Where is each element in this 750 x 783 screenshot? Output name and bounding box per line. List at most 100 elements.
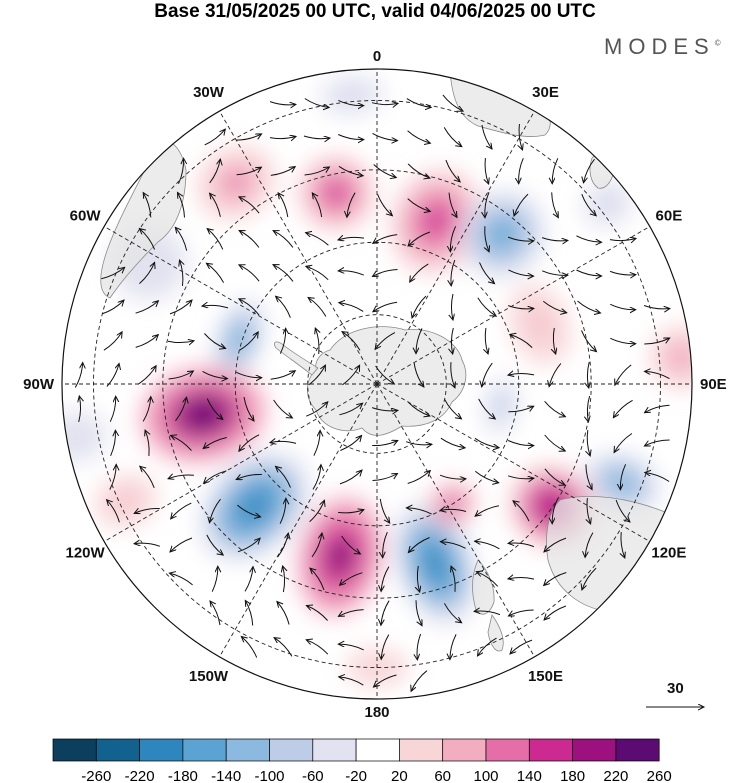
antarctic-peninsula — [274, 341, 319, 376]
wind-arrow — [507, 305, 534, 309]
wind-arrow — [338, 644, 364, 651]
wind-arrow — [312, 193, 323, 218]
wind-arrow — [381, 600, 390, 626]
wind-arrow — [507, 236, 534, 241]
wind-arrow — [74, 363, 82, 388]
wind-arrow — [613, 399, 633, 417]
wind-arrow — [519, 157, 524, 184]
colorbar-tick-label: 60 — [434, 768, 451, 783]
colorbar-segment — [615, 738, 660, 762]
colorbar-segment — [95, 738, 140, 762]
colorbar-tick-label: -180 — [168, 768, 198, 783]
meridian-label: 60E — [656, 208, 683, 225]
wind-arrow — [581, 194, 596, 216]
wind-arrow — [107, 500, 120, 523]
wind-arrow — [542, 300, 566, 312]
wind-arrow — [313, 430, 320, 456]
wind-arrow — [244, 567, 253, 592]
wind-arrow — [279, 328, 285, 354]
wind-arrow — [444, 398, 462, 419]
wind-arrow — [610, 337, 635, 343]
latitude-circle — [307, 314, 447, 454]
wind-arrow — [411, 670, 428, 692]
wind-arrow — [269, 101, 296, 105]
colorbar-tick-label: 260 — [647, 768, 672, 783]
wind-arrow — [303, 136, 330, 139]
wind-arrow — [645, 371, 670, 380]
wind-arrow — [451, 293, 453, 320]
wind-arrow — [135, 301, 159, 314]
wind-arrow — [507, 440, 534, 446]
south-america-landmass — [100, 139, 187, 299]
wind-arrow — [315, 328, 319, 354]
wind-arrow — [203, 437, 227, 449]
wind-arrow — [406, 98, 431, 108]
wind-arrow — [204, 129, 226, 146]
wind-arrow — [101, 267, 124, 280]
wind-arrow — [340, 436, 361, 451]
wind-arrow — [306, 640, 329, 655]
wind-arrow — [339, 470, 362, 485]
wind-arrow — [306, 233, 329, 246]
wind-arrow — [381, 634, 390, 660]
wind-arrow — [236, 371, 261, 377]
wind-arrow — [383, 531, 388, 558]
wind-arrow — [338, 99, 363, 105]
colorbar-tick-label: 220 — [603, 768, 628, 783]
wind-arrow — [145, 430, 149, 456]
wind-arrow — [306, 402, 328, 417]
wind-arrow — [206, 534, 223, 555]
wind-arrow — [407, 471, 431, 484]
wind-arrow — [553, 327, 555, 354]
wind-arrow — [373, 164, 397, 178]
wind-arrow — [338, 510, 364, 513]
colorbar-segment — [399, 738, 444, 762]
wind-arrow — [645, 404, 670, 412]
wind-arrow — [279, 498, 286, 524]
wind-arrow — [339, 677, 364, 686]
wind-arrow — [485, 226, 489, 252]
meridian-line — [376, 383, 535, 658]
wind-arrow — [451, 566, 455, 592]
wind-arrow — [373, 269, 398, 277]
wind-arrow — [204, 333, 225, 349]
wind-arrow — [338, 165, 363, 175]
wind-arrow — [371, 103, 398, 105]
wind-arrow — [374, 674, 397, 687]
wind-arrow — [209, 159, 221, 184]
wind-arrow — [413, 362, 424, 387]
wind-arrow — [134, 509, 160, 514]
wind-arrow — [485, 327, 488, 354]
wind-arrow — [585, 464, 592, 489]
wind-arrow — [311, 533, 322, 558]
meridian-label: 120E — [651, 545, 686, 562]
wind-arrow — [139, 262, 154, 284]
wind-arrow — [451, 362, 455, 388]
wind-arrow — [445, 159, 460, 182]
wind-arrow — [340, 572, 363, 586]
meridian-label: 90W — [23, 376, 55, 393]
vector-reference: 30 — [646, 680, 704, 707]
wind-arrow — [381, 566, 390, 592]
colorbar-tick-label: -100 — [254, 768, 284, 783]
wind-arrow — [270, 371, 296, 380]
wind-arrow — [549, 363, 562, 386]
colorbar-segment — [355, 738, 400, 762]
wind-arrow — [109, 464, 116, 490]
colorbar-tick-label: 100 — [473, 768, 498, 783]
wind-arrow — [207, 229, 224, 250]
wind-arrow — [277, 533, 289, 558]
wind-arrow — [415, 600, 422, 625]
wind-arrow — [440, 437, 465, 448]
wind-arrow — [443, 603, 461, 622]
meridian-label: 150W — [189, 668, 229, 685]
wind-arrow — [168, 475, 194, 479]
wind-arrow — [339, 303, 364, 312]
wind-arrow — [342, 332, 361, 351]
wind-arrow — [101, 300, 124, 315]
colorbar-segment — [528, 738, 573, 762]
wind-arrow — [478, 637, 497, 656]
wind-arrow — [417, 565, 419, 592]
wind-arrow — [375, 332, 396, 350]
meridian-label: 30E — [532, 84, 559, 101]
